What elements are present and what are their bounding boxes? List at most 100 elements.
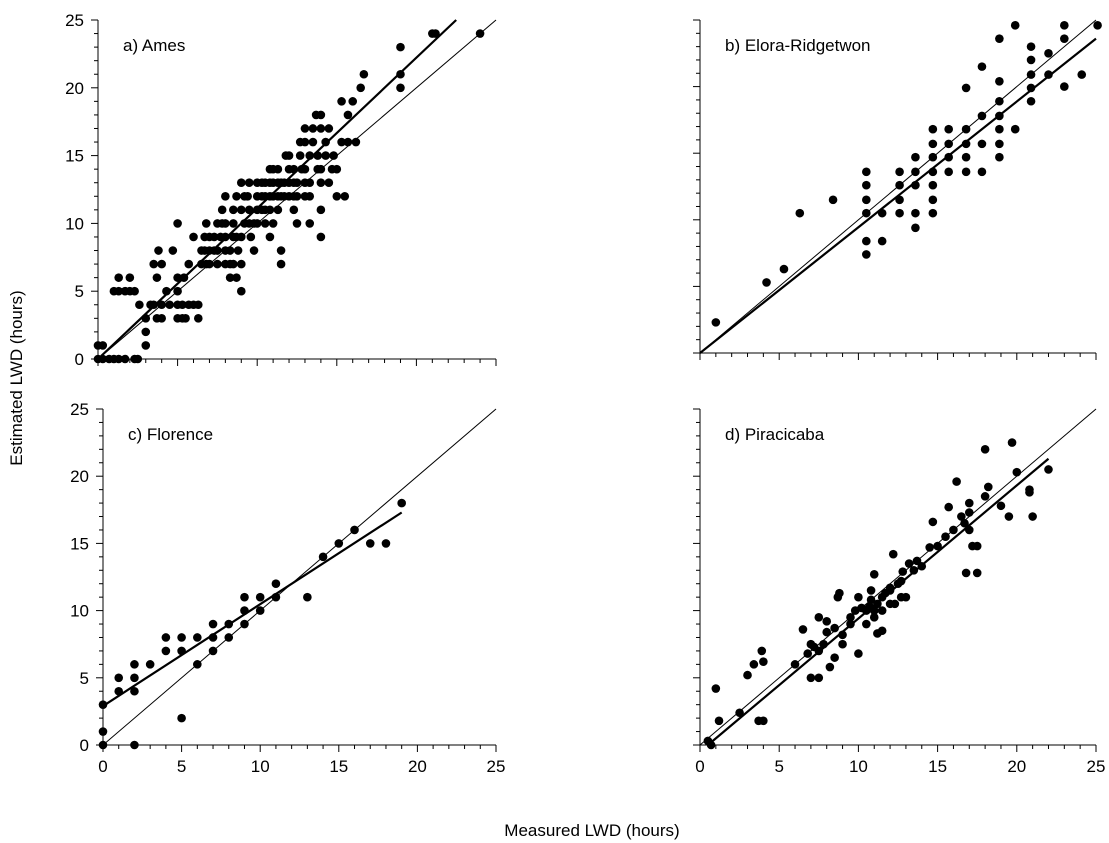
data-point bbox=[743, 670, 752, 680]
data-point bbox=[830, 623, 839, 633]
data-point bbox=[911, 208, 920, 218]
data-point bbox=[268, 219, 278, 228]
data-point bbox=[925, 543, 934, 552]
data-point bbox=[157, 259, 166, 269]
data-point bbox=[305, 178, 315, 188]
data-point bbox=[221, 219, 230, 228]
data-point bbox=[125, 286, 135, 296]
data-point bbox=[895, 167, 904, 177]
data-point bbox=[98, 700, 108, 709]
data-point bbox=[179, 273, 189, 282]
data-point bbox=[977, 62, 987, 71]
data-point bbox=[830, 653, 839, 662]
data-point bbox=[961, 124, 971, 134]
x-tick-label: 25 bbox=[487, 757, 506, 776]
data-point bbox=[885, 583, 895, 593]
data-point bbox=[1010, 21, 1020, 30]
data-point bbox=[846, 613, 855, 622]
data-point bbox=[98, 740, 108, 750]
data-point bbox=[221, 191, 230, 201]
data-point bbox=[846, 619, 855, 629]
data-point bbox=[944, 124, 953, 134]
data-point bbox=[337, 97, 346, 106]
data-point bbox=[977, 167, 987, 177]
fitted-line bbox=[103, 511, 403, 707]
data-point bbox=[208, 633, 218, 642]
data-point bbox=[255, 606, 265, 615]
data-point bbox=[233, 246, 243, 255]
data-point bbox=[711, 318, 721, 327]
data-point bbox=[964, 508, 974, 517]
panel-title: a) Ames bbox=[123, 36, 185, 55]
data-point bbox=[177, 713, 186, 723]
data-point bbox=[1026, 42, 1036, 51]
data-point bbox=[1025, 485, 1034, 494]
data-point bbox=[300, 164, 310, 174]
data-point bbox=[895, 195, 904, 205]
data-point bbox=[292, 219, 302, 228]
panel-title: b) Elora-Ridgetwon bbox=[725, 36, 871, 55]
data-point bbox=[961, 152, 971, 162]
data-point bbox=[181, 314, 190, 323]
data-point bbox=[941, 532, 950, 541]
data-point bbox=[944, 139, 953, 149]
data-point bbox=[184, 259, 194, 269]
data-point bbox=[141, 327, 151, 337]
data-point bbox=[711, 684, 721, 693]
data-point bbox=[316, 110, 326, 120]
data-point bbox=[895, 208, 904, 218]
data-point bbox=[995, 124, 1004, 134]
data-point bbox=[928, 180, 938, 190]
data-point bbox=[332, 164, 342, 174]
panel-3: 0 5 10 15 20 25 0 5 10 15 20 25 c) Florence bbox=[70, 400, 505, 776]
data-point bbox=[145, 660, 155, 669]
data-point bbox=[337, 137, 346, 147]
data-point bbox=[98, 341, 108, 350]
data-point bbox=[869, 613, 879, 622]
data-point bbox=[316, 205, 326, 215]
data-point bbox=[229, 205, 238, 215]
data-point bbox=[396, 42, 405, 52]
data-point bbox=[334, 539, 344, 548]
data-point bbox=[318, 552, 328, 562]
data-point bbox=[949, 525, 958, 535]
data-point bbox=[246, 232, 256, 242]
x-tick-label: 0 bbox=[98, 757, 107, 776]
data-point bbox=[114, 286, 123, 296]
data-point bbox=[130, 673, 139, 683]
data-point bbox=[1026, 83, 1036, 93]
data-point bbox=[854, 592, 863, 602]
data-point bbox=[252, 219, 262, 228]
data-point bbox=[814, 646, 824, 656]
panel-title: c) Florence bbox=[128, 425, 213, 444]
data-point bbox=[995, 152, 1004, 162]
data-point bbox=[983, 482, 993, 492]
reference-line bbox=[103, 408, 497, 746]
data-point bbox=[229, 219, 238, 228]
data-point bbox=[232, 191, 241, 201]
data-point bbox=[343, 137, 353, 147]
data-point bbox=[814, 673, 824, 683]
data-point bbox=[178, 300, 187, 310]
data-point bbox=[217, 205, 227, 215]
data-point bbox=[114, 273, 123, 282]
data-point bbox=[779, 264, 789, 274]
x-axis-title: Measured LWD (hours) bbox=[504, 821, 679, 840]
data-point bbox=[343, 110, 353, 120]
data-point bbox=[762, 278, 771, 287]
fitted-line bbox=[98, 19, 457, 360]
data-point bbox=[295, 151, 305, 160]
data-point bbox=[152, 273, 162, 282]
data-point bbox=[193, 660, 202, 669]
data-point bbox=[276, 246, 286, 255]
data-point bbox=[911, 167, 920, 177]
data-point bbox=[316, 164, 326, 174]
data-point bbox=[381, 539, 391, 548]
data-points bbox=[98, 498, 406, 750]
data-point bbox=[193, 300, 203, 310]
x-tick-label: 10 bbox=[251, 757, 270, 776]
y-tick-label: 0 bbox=[80, 736, 89, 755]
y-tick-label: 20 bbox=[70, 467, 89, 486]
data-point bbox=[193, 314, 203, 323]
